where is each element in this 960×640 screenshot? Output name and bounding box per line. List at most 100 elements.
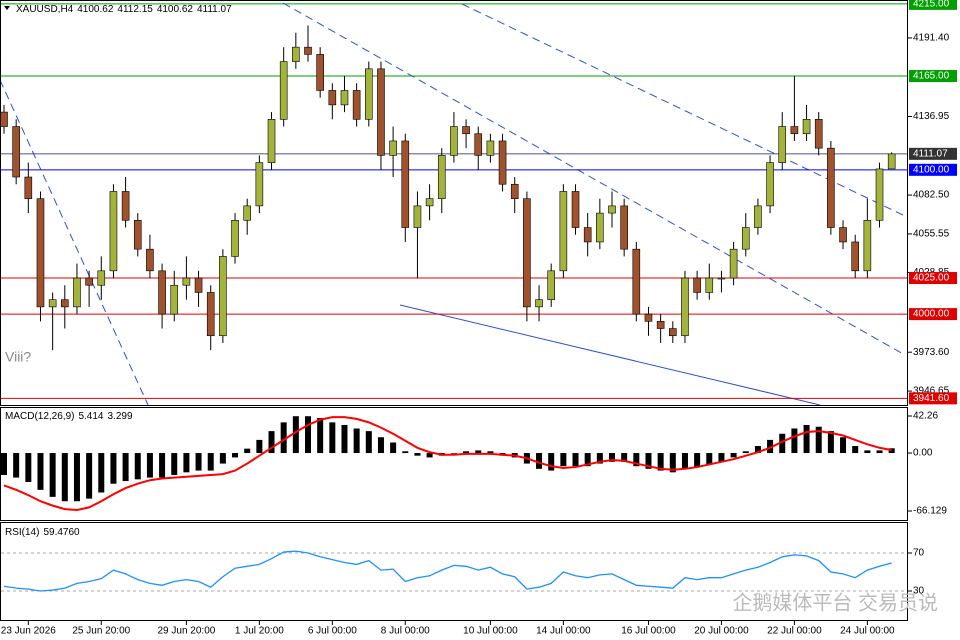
candle-body xyxy=(437,155,446,199)
y-tick-label: 4136.95 xyxy=(913,111,950,122)
macd-bar xyxy=(195,453,202,471)
macd-bar xyxy=(888,448,895,454)
candle-body xyxy=(219,256,227,337)
candle-body xyxy=(377,68,385,156)
x-tick-label: 8 Jul 00:00 xyxy=(381,626,430,637)
level-label-box xyxy=(909,0,957,10)
x-tick-label: 22 Jul 00:00 xyxy=(767,626,822,637)
title-value: 4111.07 xyxy=(197,4,232,15)
level-label: 4100.00 xyxy=(913,164,950,175)
macd-bar xyxy=(584,453,591,467)
candle-body xyxy=(73,277,81,308)
candle-body xyxy=(170,284,179,315)
wave-label: Viii? xyxy=(5,349,31,365)
candle-body xyxy=(486,140,495,156)
trend-line xyxy=(0,79,149,406)
candle-body xyxy=(717,277,726,280)
y-tick-label: 4055.55 xyxy=(913,229,950,240)
macd-bar xyxy=(669,453,676,473)
candle-body xyxy=(352,90,361,120)
macd-bar xyxy=(122,453,129,482)
title-value: 3.299 xyxy=(108,411,133,422)
candle-body xyxy=(754,205,762,228)
y-tick-label: 42.26 xyxy=(913,411,938,422)
candle-body xyxy=(814,119,823,149)
y-tick-label: 0.00 xyxy=(913,448,933,459)
candle-body xyxy=(632,248,641,315)
candle-body xyxy=(450,126,458,156)
candle-body xyxy=(60,299,69,308)
macd-bar xyxy=(305,416,311,454)
x-tick-label: 14 Jul 00:00 xyxy=(536,626,591,637)
macd-bar xyxy=(402,451,409,454)
level-label: 3941.60 xyxy=(913,393,950,404)
candle-body xyxy=(547,270,556,300)
x-tick-label: 24 Jul 00:00 xyxy=(840,626,895,637)
x-tick-label: 10 Jul 00:00 xyxy=(463,626,518,637)
title-arrow xyxy=(4,6,10,10)
chart-title: XAUUSD,H4 4100.62 4112.15 4100.62 4111.07 xyxy=(16,4,232,15)
macd-bar xyxy=(73,453,80,502)
macd-bar xyxy=(779,433,786,454)
candle-body xyxy=(802,119,811,135)
macd-bar xyxy=(341,424,348,454)
candle-body xyxy=(206,292,215,337)
macd-bar xyxy=(609,453,615,462)
trend-line xyxy=(282,2,906,356)
macd-bar xyxy=(219,453,226,464)
candle-body xyxy=(474,133,483,156)
y-tick-label: 4191.40 xyxy=(913,33,950,44)
macd-bar xyxy=(171,453,178,475)
candle-body xyxy=(583,227,592,243)
macd-bar xyxy=(98,453,105,493)
macd-bar xyxy=(742,451,749,454)
candle-body xyxy=(851,241,860,272)
title-part: RSI(14) xyxy=(5,527,39,538)
candle-body xyxy=(766,162,774,207)
title-value: 4100.62 xyxy=(157,4,194,15)
title-value: 4112.15 xyxy=(117,4,153,15)
candle-body xyxy=(875,168,884,221)
candle-body xyxy=(571,191,580,228)
candle-body xyxy=(364,68,373,120)
x-tick-label: 25 Jun 20:00 xyxy=(72,626,130,637)
level-label: 4215.00 xyxy=(913,0,950,10)
candle-body xyxy=(158,270,166,315)
x-tick-label: 29 Jun 20:00 xyxy=(157,626,215,637)
macd-bar xyxy=(815,426,822,454)
macd-bar xyxy=(183,453,190,473)
macd-bar xyxy=(268,431,275,454)
macd-bar xyxy=(49,453,56,497)
macd-bar xyxy=(681,453,688,469)
candle-body xyxy=(510,183,519,199)
macd-bar xyxy=(256,439,263,454)
candle-body xyxy=(620,205,628,250)
macd-bar xyxy=(754,446,761,454)
macd-panel xyxy=(0,407,908,521)
macd-bar xyxy=(61,453,68,502)
candle-body xyxy=(24,176,33,199)
macd-bar xyxy=(730,453,737,458)
y-tick-label: 4082.50 xyxy=(913,190,950,201)
macd-bar xyxy=(353,428,360,454)
macd-bar xyxy=(426,453,433,458)
candle-body xyxy=(644,313,653,322)
candle-body xyxy=(790,126,799,135)
candle-body xyxy=(328,90,337,106)
candle-body xyxy=(668,328,677,337)
candle-body xyxy=(340,90,349,106)
panel-title: MACD(12,26,9) 5.414 3.299 xyxy=(5,411,133,422)
level-label-box xyxy=(909,392,957,405)
macd-bar xyxy=(852,446,859,454)
macd-bar xyxy=(207,453,214,471)
y-tick-label: 30 xyxy=(913,586,925,597)
macd-bar xyxy=(572,453,579,467)
candle-body xyxy=(85,277,93,286)
macd-bar xyxy=(377,437,384,454)
macd-bar xyxy=(463,451,470,454)
candle-body xyxy=(194,277,203,293)
candle-body xyxy=(656,321,665,329)
macd-bar xyxy=(134,453,141,480)
rsi-line xyxy=(3,550,892,592)
macd-bar xyxy=(487,451,494,454)
